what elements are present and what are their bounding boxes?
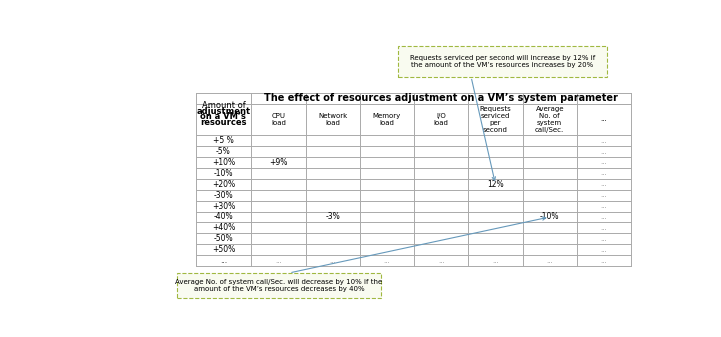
Text: ...: ... (275, 257, 282, 264)
Text: ...: ... (601, 116, 607, 122)
Text: adjustment: adjustment (196, 107, 250, 116)
Text: ...: ... (601, 236, 607, 242)
Bar (177, 273, 381, 298)
Text: ...: ... (601, 257, 607, 264)
Text: on a VM’s: on a VM’s (200, 112, 247, 121)
Text: +10%: +10% (212, 158, 235, 167)
Text: ...: ... (220, 256, 227, 265)
Text: ...: ... (601, 137, 607, 144)
Text: Average
No. of
system
call/Sec.: Average No. of system call/Sec. (535, 106, 565, 133)
Text: +50%: +50% (212, 245, 235, 254)
Text: +40%: +40% (212, 223, 235, 233)
Text: ...: ... (601, 247, 607, 253)
Text: +30%: +30% (212, 202, 235, 211)
Text: ...: ... (601, 203, 607, 209)
Text: ...: ... (547, 257, 553, 264)
Text: resources: resources (200, 118, 247, 127)
Text: -3%: -3% (325, 212, 340, 221)
Text: ...: ... (384, 257, 390, 264)
Text: +9%: +9% (269, 158, 288, 167)
Text: Requests
serviced
per
second: Requests serviced per second (479, 106, 511, 133)
Text: ...: ... (601, 170, 607, 176)
Text: -10%: -10% (213, 169, 233, 178)
Text: -5%: -5% (216, 147, 231, 156)
Text: -40%: -40% (213, 212, 233, 221)
Text: -30%: -30% (213, 191, 233, 200)
Text: Average No. of system call/Sec. will decrease by 10% if the
amount of the VM’s r: Average No. of system call/Sec. will dec… (175, 279, 382, 292)
Text: ...: ... (601, 214, 607, 220)
Text: ...: ... (492, 257, 499, 264)
Text: ...: ... (601, 192, 607, 198)
Text: ...: ... (329, 257, 336, 264)
Text: 12%: 12% (487, 180, 504, 189)
Text: Memory
load: Memory load (373, 113, 401, 126)
Text: ...: ... (438, 257, 445, 264)
Text: The effect of resources adjustment on a VM’s system parameter: The effect of resources adjustment on a … (265, 93, 618, 103)
Text: ...: ... (601, 225, 607, 231)
Text: -10%: -10% (540, 212, 559, 221)
Text: ...: ... (601, 149, 607, 154)
Text: -50%: -50% (213, 234, 233, 243)
Text: Amount of: Amount of (202, 101, 245, 111)
Bar (398, 46, 607, 76)
Text: I/O
load: I/O load (434, 113, 448, 126)
Text: Requests serviced per second will increase by 12% if
the amount of the VM’s reso: Requests serviced per second will increa… (410, 55, 595, 68)
Text: ...: ... (601, 181, 607, 187)
Text: Network
load: Network load (318, 113, 348, 126)
Text: +20%: +20% (212, 180, 235, 189)
Text: CPU
load: CPU load (271, 113, 286, 126)
Text: +5 %: +5 % (213, 136, 234, 145)
Text: ...: ... (601, 159, 607, 165)
